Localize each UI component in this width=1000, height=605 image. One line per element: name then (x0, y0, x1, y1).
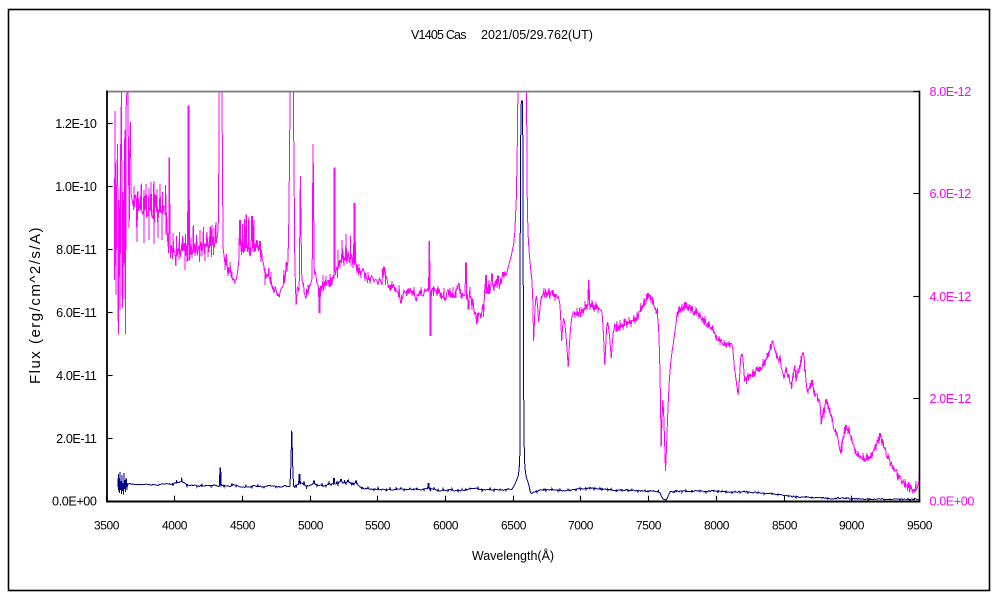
svg-text:2.0E-11: 2.0E-11 (56, 432, 97, 446)
svg-text:4500: 4500 (230, 519, 256, 533)
svg-text:6.0E-11: 6.0E-11 (56, 306, 97, 320)
svg-text:0.0E+00: 0.0E+00 (52, 494, 97, 508)
svg-text:Wavelength(Å): Wavelength(Å) (472, 548, 554, 563)
svg-text:9500: 9500 (907, 519, 933, 533)
svg-text:0.0E+00: 0.0E+00 (930, 494, 975, 508)
svg-text:8.0E-12: 8.0E-12 (930, 85, 972, 99)
svg-text:8000: 8000 (704, 519, 730, 533)
svg-text:8.0E-11: 8.0E-11 (56, 243, 97, 257)
svg-text:5000: 5000 (298, 519, 324, 533)
svg-text:2.0E-12: 2.0E-12 (930, 392, 972, 406)
svg-text:V1405 Cas: V1405 Cas (411, 28, 466, 42)
svg-text:3500: 3500 (94, 519, 120, 533)
svg-text:2021/05/29.762(UT): 2021/05/29.762(UT) (481, 28, 593, 42)
svg-text:6.0E-12: 6.0E-12 (930, 187, 972, 201)
svg-text:4.0E-11: 4.0E-11 (56, 369, 97, 383)
svg-text:7000: 7000 (568, 519, 594, 533)
svg-text:Flux (erg/cm^2/s/A): Flux (erg/cm^2/s/A) (27, 226, 44, 384)
svg-text:6500: 6500 (501, 519, 527, 533)
svg-text:1.0E-10: 1.0E-10 (55, 180, 97, 194)
svg-text:8500: 8500 (772, 519, 798, 533)
svg-text:9000: 9000 (839, 519, 865, 533)
svg-text:5500: 5500 (365, 519, 391, 533)
svg-text:6000: 6000 (433, 519, 459, 533)
svg-text:7500: 7500 (636, 519, 662, 533)
svg-text:4000: 4000 (162, 519, 188, 533)
svg-text:1.2E-10: 1.2E-10 (55, 117, 97, 131)
svg-text:4.0E-12: 4.0E-12 (930, 290, 972, 304)
